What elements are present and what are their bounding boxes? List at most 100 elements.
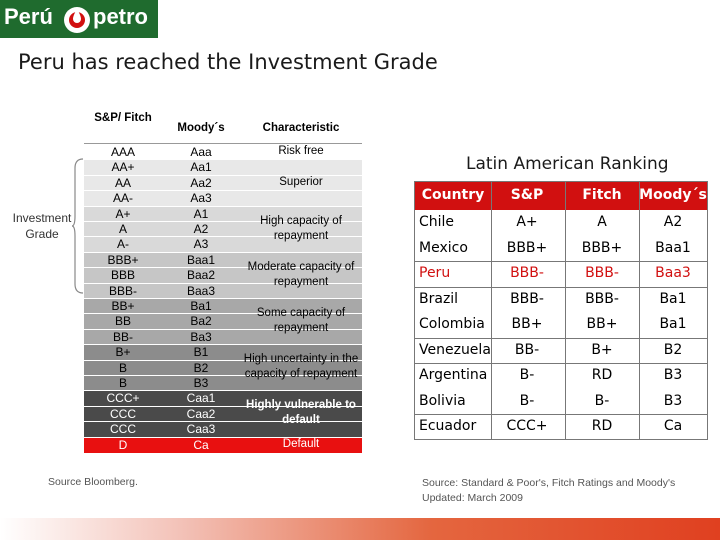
sp-rating: BB- [514,341,540,358]
rating-moodys: A1 [193,206,209,221]
rating-characteristic: Some capacity of repayment [256,307,346,335]
rating-row: A A2 [84,221,362,237]
country-row: Colombia BB+ BB+ Ba1 [415,312,707,338]
country-name: Colombia [419,316,485,332]
sp-rating: B- [519,367,535,383]
rating-characteristic: Highly vulnerable to default [246,399,356,427]
rating-characteristic: High capacity of repayment [260,214,342,242]
rating-moodys: Baa2 [186,268,216,283]
group-separator [415,286,707,288]
group-separator [415,414,707,415]
rating-moodys: Ba3 [190,329,212,344]
fitch-rating: BBB+ [581,239,623,256]
rating-row: BBB Baa2 [84,267,362,284]
rating-row: BB- Ba3 [84,328,362,345]
rating-sp-fitch: BBB [110,268,135,283]
country-name: Brazil [419,290,459,307]
rating-row: BBB- Baa3 [84,282,362,299]
rating-characteristic: Moderate capacity of repayment [247,260,355,288]
header-sp-fitch: S&P/ Fitch [94,112,152,124]
rating-row: AA- Aa3 [84,190,362,207]
country-name: Bolivia [419,392,466,409]
sp-rating: BBB- [510,290,544,307]
rating-sp-fitch: AAA [110,145,135,159]
rating-row: AAA Aaa [84,144,362,160]
rating-moodys: Caa1 [186,391,216,406]
latam-table-header: Country S&P Fitch Moody´s [415,182,707,210]
rating-moodys: Caa3 [186,422,216,437]
header-characteristic: Characteristic [262,122,340,134]
rating-sp-fitch: AA+ [111,160,135,175]
country-name: Argentina [419,367,488,383]
rating-sp-fitch: A- [117,237,129,252]
sp-rating: BB+ [511,316,543,332]
rating-row: AA+ Aa1 [84,159,362,176]
rating-row: B B3 [84,375,362,391]
rating-row: CCC Caa3 [84,421,362,438]
latam-ranking-table: Country S&P Fitch Moody´s Chile A+ A A2 Mexi… [414,181,708,440]
rating-moodys: Aa1 [190,160,212,175]
sp-rating: BBB- [510,265,544,281]
country-name: Ecuador [419,418,477,434]
fitch-rating: B+ [591,341,613,358]
country-row: Mexico BBB+ BBB+ Baa1 [415,236,707,262]
column-separator [639,182,640,439]
company-logo: Perú petro [0,0,158,38]
sp-rating: B- [519,392,535,409]
logo-text-right: petro [93,4,148,29]
header-moodys: Moody´s [639,187,707,203]
rating-moodys: Aa3 [190,191,212,206]
country-row: Peru BBB- BBB- Baa3 [415,261,707,287]
country-name: Venezuela [419,341,491,358]
country-row: Bolivia B- B- B3 [415,389,707,415]
rating-row: BBB+ Baa1 [84,251,362,268]
rating-sp-fitch: AA- [112,191,133,206]
country-row: Argentina B- RD B3 [415,363,707,389]
sp-rating: A+ [516,214,538,230]
header-moodys: Moody´s [177,122,225,134]
country-name: Peru [419,265,451,281]
rating-row: B B2 [84,359,362,376]
country-name: Mexico [419,239,468,256]
rating-row: B+ B1 [84,344,362,361]
rating-moodys: A2 [193,222,209,236]
fitch-rating: A [597,214,607,230]
rating-sp-fitch: A+ [115,206,131,221]
rating-sp-fitch: D [118,437,128,452]
rating-sp-fitch: B [118,376,127,390]
rating-row: BB Ba2 [84,313,362,330]
country-row: Ecuador CCC+ RD Ca [415,414,707,440]
rating-sp-fitch: AA [114,175,131,190]
fitch-rating: BBB- [585,290,619,307]
group-separator [415,261,707,262]
rating-row: BB+ Ba1 [84,298,362,314]
updated-line: Updated: March 2009 [422,492,523,504]
moodys-rating: B2 [663,341,683,358]
rating-row: CCC Caa2 [84,405,362,422]
rating-sp-fitch: CCC [110,422,136,437]
country-row: Venezuela BB- B+ B2 [415,338,707,364]
rating-sp-fitch: CCC+ [106,391,140,406]
fitch-rating: BB+ [586,316,618,332]
rating-row: AA Aa2 [84,174,362,191]
country-row: Brazil BBB- BBB- Ba1 [415,287,707,313]
fitch-rating: B- [594,392,610,409]
header-fitch: Fitch [582,187,622,203]
fitch-rating: RD [591,367,613,383]
rating-moodys: Aaa [190,145,212,159]
rating-sp-fitch: BB+ [111,299,135,313]
column-separator [491,182,492,439]
sp-rating: CCC+ [506,418,548,434]
moodys-rating: Baa3 [655,265,691,281]
rating-characteristic: Risk free [278,145,324,158]
investment-grade-bracket [72,158,84,294]
moodys-rating: A2 [663,214,683,230]
rating-row: A- A3 [84,236,362,253]
group-separator [415,337,707,339]
moodys-rating: Ba1 [659,290,687,307]
rating-sp-fitch: B [118,360,127,375]
rating-characteristic: High uncertainty in the capacity of repa… [243,353,359,381]
rating-characteristic: Default [282,437,320,450]
group-separator [415,363,707,364]
moodys-rating: Baa1 [655,239,691,256]
